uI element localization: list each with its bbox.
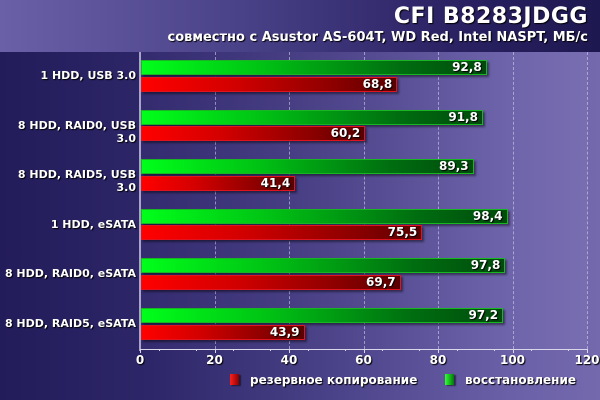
category-label: 8 HDD, RAID0, USB 3.0 (17, 118, 136, 145)
gridline (214, 52, 216, 349)
x-tick-label: 100 (499, 353, 526, 367)
backup-bar: 75,5 (141, 225, 423, 241)
x-minor-tick (419, 349, 421, 351)
x-minor-tick (568, 349, 570, 351)
backup-value-label: 41,4 (260, 175, 291, 190)
restore-value-label: 97,2 (468, 308, 499, 322)
legend-backup-label: резервное копирование (250, 373, 418, 387)
restore-bar: 98,4 (141, 208, 508, 224)
backup-value-label: 75,5 (387, 225, 418, 240)
x-tick (587, 349, 588, 353)
backup-value-label: 68,8 (362, 76, 393, 91)
backup-value-label: 60,2 (330, 126, 361, 141)
restore-value-label: 91,8 (448, 109, 478, 124)
x-minor-tick (158, 349, 160, 351)
x-tick (289, 349, 290, 353)
x-minor-tick (531, 349, 533, 351)
chart-title: CFI B8283JDGG (393, 4, 588, 29)
backup-value-label: 69,7 (366, 274, 396, 289)
x-minor-tick (307, 349, 309, 351)
x-tick (438, 349, 439, 353)
gridline (512, 52, 514, 349)
category-label: 8 HDD, RAID5, eSATA (4, 317, 136, 330)
x-tick (363, 349, 365, 353)
x-tick (140, 349, 141, 353)
x-tick-label: 60 (355, 353, 372, 367)
backup-bar: 68,8 (141, 76, 398, 92)
x-minor-tick (195, 349, 197, 351)
x-tick-label: 80 (429, 353, 447, 367)
backup-value-label: 43,9 (269, 324, 300, 339)
restore-bar: 92,8 (141, 60, 487, 75)
category-label: 1 HDD, eSATA (50, 217, 136, 231)
gridline (289, 52, 290, 349)
x-minor-tick (493, 349, 495, 351)
backup-bar: 43,9 (141, 324, 305, 340)
category-label: 1 HDD, USB 3.0 (40, 69, 136, 82)
gridline (363, 52, 365, 349)
legend-restore-label: восстановление (465, 373, 577, 387)
restore-bar: 89,3 (141, 159, 474, 175)
backup-bar: 69,7 (141, 274, 401, 290)
y-axis-line (139, 52, 141, 351)
x-tick-label: 120 (574, 353, 600, 367)
x-minor-tick (233, 349, 235, 351)
x-tick-label: 0 (135, 353, 145, 367)
x-minor-tick (382, 349, 384, 351)
x-tick (214, 349, 216, 353)
category-label: 8 HDD, RAID0, eSATA (4, 267, 136, 281)
category-label: 8 HDD, RAID5, USB 3.0 (17, 168, 136, 195)
x-tick-label: 20 (206, 353, 223, 367)
backup-bar: 41,4 (141, 175, 296, 191)
plot-area (140, 52, 588, 349)
restore-value-label: 92,8 (452, 60, 482, 74)
x-tick-label: 40 (280, 353, 298, 367)
x-minor-tick (344, 349, 346, 351)
restore-bar: 97,2 (141, 308, 504, 323)
restore-bar: 97,8 (141, 258, 506, 274)
x-minor-tick (456, 349, 458, 351)
restore-value-label: 89,3 (439, 159, 469, 174)
backup-bar: 60,2 (141, 126, 366, 142)
gridline (587, 52, 588, 349)
chart-subtitle: совместно с Asustor AS-604T, WD Red, Int… (167, 30, 589, 45)
restore-value-label: 98,4 (472, 208, 503, 223)
x-minor-tick (270, 349, 272, 351)
restore-value-label: 97,8 (470, 258, 501, 273)
x-tick (512, 349, 514, 353)
restore-bar: 91,8 (141, 109, 483, 125)
legend-restore-swatch-icon (445, 374, 454, 385)
gridline (438, 52, 439, 349)
legend-backup-swatch-icon (230, 374, 239, 385)
chart-header: CFI B8283JDGG совместно с Asustor AS-604… (0, 0, 600, 52)
